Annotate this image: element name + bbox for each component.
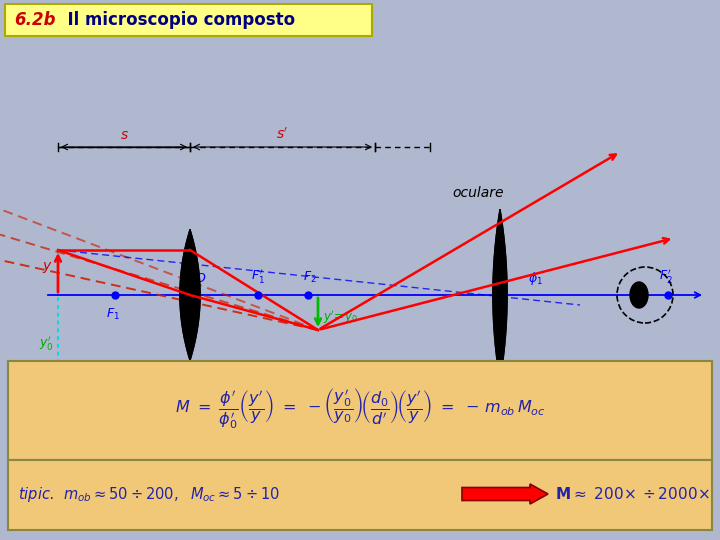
Text: $\mathbf{M} \approx \ 200\!\times \div 2000\!\times$: $\mathbf{M} \approx \ 200\!\times \div 2… — [555, 486, 710, 502]
Polygon shape — [493, 210, 507, 380]
Text: $O$: $O$ — [195, 272, 207, 285]
Text: $F_1'$: $F_1'$ — [251, 267, 265, 285]
Polygon shape — [180, 230, 200, 360]
Text: $y$: $y$ — [42, 260, 53, 275]
Text: obiettivo: obiettivo — [140, 377, 201, 391]
Text: $y'\!=\!y_0$: $y'\!=\!y_0$ — [323, 309, 358, 326]
Text: $y_0'$: $y_0'$ — [40, 334, 54, 352]
FancyBboxPatch shape — [5, 4, 372, 36]
Text: 6.2b: 6.2b — [14, 11, 55, 29]
FancyBboxPatch shape — [8, 361, 712, 460]
Text: $s$: $s$ — [120, 128, 128, 142]
Text: Il microscopio composto: Il microscopio composto — [56, 11, 295, 29]
Text: $s'$: $s'$ — [276, 127, 289, 142]
Text: $d'$: $d'$ — [343, 483, 357, 498]
Text: tipic.  $m_{ob} \approx 50 \div 200, \ \ M_{oc} \approx 5 \div 10$: tipic. $m_{ob} \approx 50 \div 200, \ \ … — [18, 484, 280, 503]
FancyBboxPatch shape — [8, 460, 712, 530]
Text: $M \ = \ \dfrac{\phi'}{\phi_0'} \left(\dfrac{y'}{y}\right) \ = \ - \left(\dfrac{: $M \ = \ \dfrac{\phi'}{\phi_0'} \left(\d… — [175, 387, 545, 431]
Text: $\phi_1$: $\phi_1$ — [528, 270, 543, 287]
Text: $F_1$: $F_1$ — [106, 307, 120, 322]
Text: $F_2'$: $F_2'$ — [659, 267, 673, 285]
FancyArrow shape — [462, 484, 548, 504]
Ellipse shape — [630, 282, 648, 308]
Text: oculare: oculare — [452, 186, 504, 200]
Text: $F_2$: $F_2$ — [303, 270, 317, 285]
